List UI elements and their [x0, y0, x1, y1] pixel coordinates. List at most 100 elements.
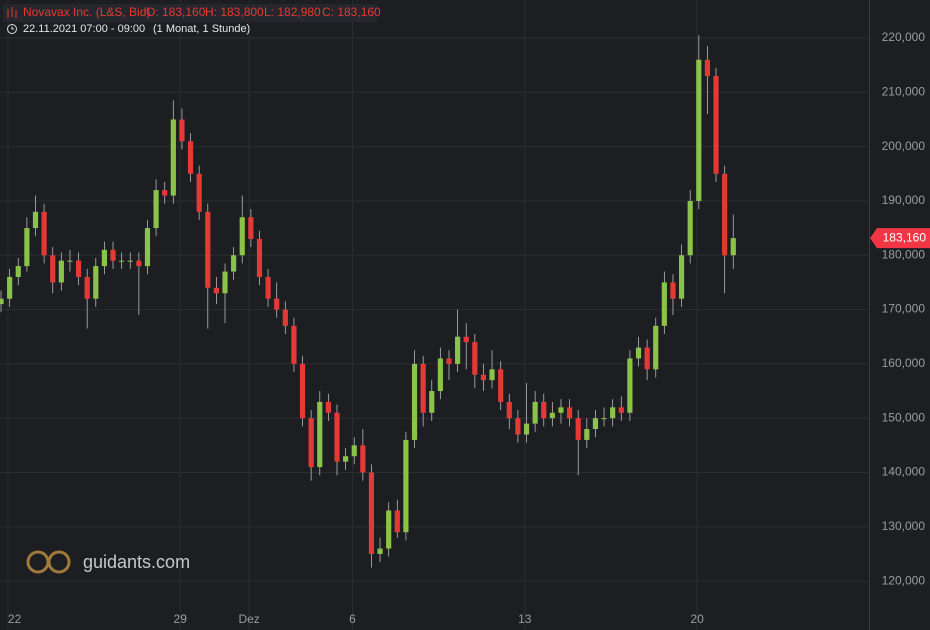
candle-body	[644, 347, 650, 370]
candle-body	[653, 325, 659, 370]
candle-body	[334, 412, 340, 462]
candle-body	[127, 260, 133, 262]
candle-body	[41, 211, 47, 256]
y-tick-label: 200,000	[882, 139, 926, 153]
candle-body	[265, 276, 271, 299]
candle-body	[489, 369, 495, 381]
candle-body	[75, 260, 82, 277]
candle-body	[670, 282, 676, 299]
x-tick-label: 22	[8, 612, 22, 626]
candle-body	[592, 418, 599, 430]
candle-body	[239, 217, 245, 256]
candle-body	[274, 298, 280, 310]
candle-body	[308, 418, 314, 468]
candle-body	[15, 266, 21, 277]
subtitle: 22.11.2021 07:00 - 09:00	[23, 23, 145, 35]
candle-body	[437, 358, 443, 392]
y-tick-label: 150,000	[882, 410, 926, 424]
candle-body	[136, 260, 142, 267]
clock-icon	[7, 24, 17, 34]
title: Novavax Inc. (L&S, Bid)	[23, 5, 150, 19]
candle-body	[351, 445, 357, 457]
price-tag-label: 183,160	[883, 230, 927, 244]
candle-body	[678, 255, 685, 299]
candle-body	[446, 358, 452, 364]
candle-body	[317, 401, 323, 468]
y-tick-label: 130,000	[882, 519, 926, 533]
candle-body	[575, 418, 581, 440]
candle-body	[119, 260, 125, 262]
candle-body	[584, 429, 590, 440]
labels: 120,000 130,000 140,000 150,000 160,000 170,0…	[8, 30, 930, 626]
logo	[26, 550, 71, 574]
candle-body	[635, 347, 642, 359]
x-tick-label: Dez	[238, 612, 259, 626]
candle-body	[455, 336, 461, 364]
watermark: guidants.com	[83, 552, 190, 572]
candle-body	[282, 309, 288, 326]
candle-body	[498, 369, 504, 402]
candle-body	[0, 298, 4, 305]
candle-body	[110, 249, 116, 261]
y-tick-label: 140,000	[882, 465, 926, 479]
price-tag	[870, 228, 930, 249]
period: (1 Monat, 1 Stunde)	[153, 23, 250, 35]
candle-body	[403, 439, 409, 533]
candle-body	[506, 401, 512, 419]
header-icon	[7, 7, 17, 18]
info-close: C: 183,160	[322, 5, 381, 19]
candle-body	[610, 407, 616, 419]
candle-body	[231, 255, 237, 272]
clock-hands	[11, 26, 14, 30]
candles	[0, 35, 736, 568]
y-tick-label: 190,000	[882, 193, 926, 207]
candle-body	[730, 238, 736, 256]
candle-body	[601, 418, 607, 420]
candle-body	[325, 401, 331, 413]
candle-body	[480, 374, 487, 381]
candle-body	[343, 456, 349, 462]
candle-body	[541, 401, 547, 419]
candle-body	[32, 211, 39, 229]
candle-body	[153, 190, 159, 229]
info-high: H: 183,800	[205, 5, 264, 19]
y-tick-label: 220,000	[882, 30, 926, 44]
y-tick-label: 120,000	[882, 573, 926, 587]
candle-body	[567, 407, 573, 419]
candle-body	[386, 510, 392, 549]
candle-body	[196, 173, 202, 212]
candle-body	[429, 391, 435, 413]
candle-body	[205, 211, 211, 288]
candle-body	[696, 59, 702, 201]
candle-body	[93, 266, 99, 299]
candle-body	[144, 228, 151, 267]
candle-body	[472, 342, 478, 375]
y-tick-label: 170,000	[882, 302, 926, 316]
candle-body	[549, 412, 555, 419]
candle-body	[377, 548, 383, 554]
candle-body	[222, 271, 228, 294]
candle-body	[515, 418, 521, 435]
candle-body	[704, 59, 711, 77]
candle-body	[291, 325, 297, 364]
candle-body	[256, 238, 263, 277]
grid	[0, 0, 868, 630]
candle-body	[24, 228, 30, 267]
candle-body	[360, 445, 366, 473]
x-tick-label: 29	[174, 612, 188, 626]
candle-body	[463, 336, 469, 343]
candle-body	[248, 217, 254, 239]
candle-body	[170, 119, 176, 196]
candle-body	[101, 249, 107, 267]
candle-body	[299, 363, 306, 419]
x-tick-label: 13	[518, 612, 532, 626]
candle-body	[411, 363, 418, 440]
candle-body	[162, 190, 168, 196]
candle-body	[179, 119, 185, 142]
candle-body	[67, 260, 73, 262]
y-tick-label: 180,000	[882, 247, 926, 261]
candle-body	[58, 260, 64, 283]
candle-body	[7, 276, 13, 299]
